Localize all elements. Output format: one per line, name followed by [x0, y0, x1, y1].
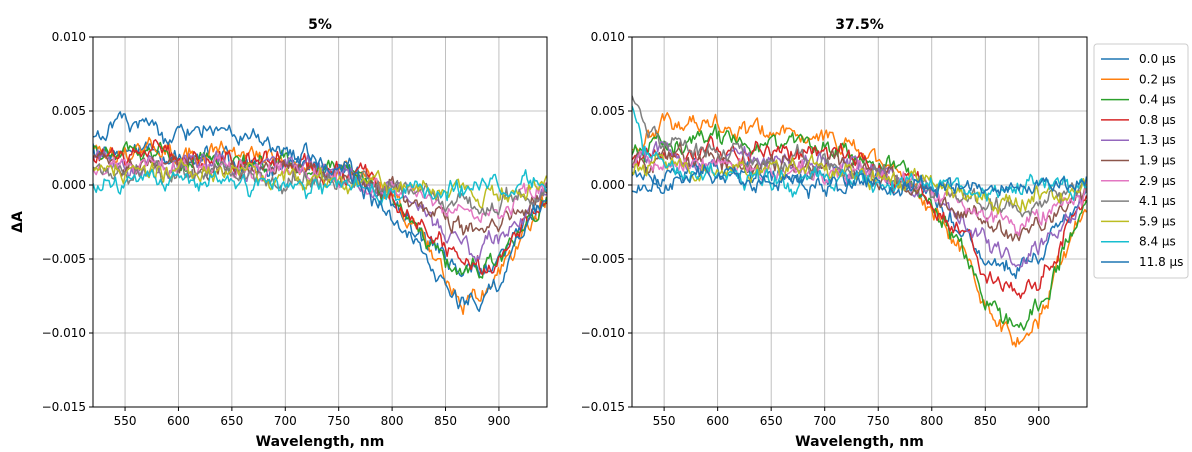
y-tick-label: −0.010: [581, 326, 625, 340]
x-axis-label: Wavelength, nm: [256, 434, 385, 450]
legend-label: 8.4 μs: [1139, 235, 1176, 249]
y-tick-label: −0.005: [42, 252, 86, 266]
x-tick-label: 750: [867, 414, 890, 428]
x-tick-label: 650: [760, 414, 783, 428]
legend-label: 4.1 μs: [1139, 194, 1176, 208]
y-tick-label: −0.015: [581, 400, 625, 414]
series-line-1-9: [93, 158, 547, 209]
legend-label: 2.9 μs: [1139, 174, 1176, 188]
y-tick-label: −0.015: [42, 400, 86, 414]
y-tick-label: 0.000: [52, 178, 86, 192]
x-axis-label: Wavelength, nm: [795, 434, 924, 450]
x-tick-label: 600: [167, 414, 190, 428]
legend-label: 0.2 μs: [1139, 72, 1176, 86]
x-tick-label: 900: [1027, 414, 1050, 428]
series-line-1-4: [93, 139, 547, 276]
x-tick-label: 550: [653, 414, 676, 428]
axes-frame: [92, 36, 548, 408]
series-line-2-11: [632, 164, 1087, 199]
x-tick-label: 800: [920, 414, 943, 428]
x-tick-label: 700: [813, 414, 836, 428]
panel-2: 550 600 650 700 750 800 850 900 −0.015 −0.010 −0.0…: [581, 17, 1088, 450]
x-tick-label: 700: [274, 414, 297, 428]
x-tick-label: 800: [381, 414, 404, 428]
series-line-1-10: [93, 169, 547, 206]
x-tick-label: 550: [114, 414, 137, 428]
axes-frame: [631, 36, 1088, 408]
series-line-2-4: [632, 135, 1087, 300]
series-line-1-11: [93, 111, 547, 313]
x-tick-label: 750: [327, 414, 350, 428]
x-tick-label: 650: [220, 414, 243, 428]
series-line-2-5: [632, 141, 1087, 268]
legend-label: 0.0 μs: [1139, 52, 1176, 66]
x-tick-label: 850: [974, 414, 997, 428]
x-tick-label: 850: [434, 414, 457, 428]
y-tick-label: −0.010: [42, 326, 86, 340]
legend-label: 0.8 μs: [1139, 113, 1176, 127]
legend-label: 11.8 μs: [1139, 255, 1183, 269]
y-axis-label: ΔA: [10, 211, 26, 233]
legend-label: 1.3 μs: [1139, 133, 1176, 147]
legend-box: [1093, 43, 1189, 279]
panel-title: 37.5%: [835, 17, 884, 33]
y-tick-label: 0.000: [591, 178, 625, 192]
panel-1: 550 600 650 700 750 800 850 900 −0.015 −0.010 −0.0…: [10, 17, 548, 450]
y-tick-label: 0.010: [591, 30, 625, 44]
x-tick-label: 900: [487, 414, 510, 428]
legend: 0.0 μs 0.2 μs 0.4 μs 0.8 μs 1.3 μs 1.9 μs 2.9 …: [1093, 43, 1189, 279]
legend-label: 0.4 μs: [1139, 93, 1176, 107]
legend-label: 1.9 μs: [1139, 154, 1176, 168]
x-tick-label: 600: [706, 414, 729, 428]
panel-title: 5%: [308, 17, 332, 33]
y-tick-label: 0.010: [52, 30, 86, 44]
y-tick-label: 0.005: [52, 104, 86, 118]
y-tick-label: 0.005: [591, 104, 625, 118]
legend-label: 5.9 μs: [1139, 214, 1176, 228]
y-tick-label: −0.005: [581, 252, 625, 266]
